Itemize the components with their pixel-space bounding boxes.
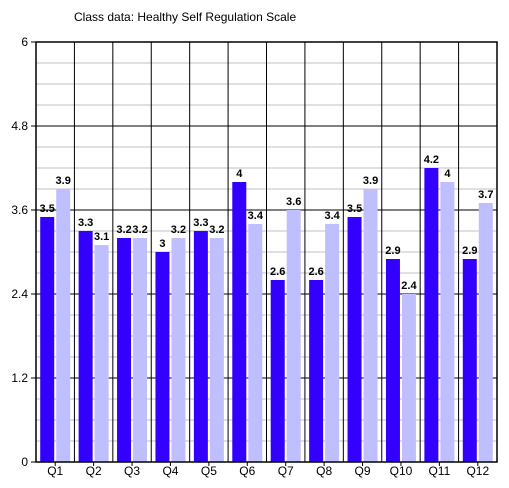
data-label: 3.2 bbox=[132, 224, 147, 236]
chart-title: Class data: Healthy Self Regulation Scal… bbox=[74, 10, 296, 24]
x-tick-label: Q9 bbox=[355, 464, 371, 478]
data-label: 3.5 bbox=[347, 203, 362, 215]
bar-q10-series-2 bbox=[401, 294, 416, 462]
x-tick-label: Q5 bbox=[201, 464, 217, 478]
data-labels: 3.53.93.33.13.2 3.233.23.33.243.42.63.62.… bbox=[40, 154, 494, 292]
data-label: 3.2 bbox=[116, 224, 131, 236]
data-label: 3.2 bbox=[171, 224, 186, 236]
x-tick-label: Q1 bbox=[47, 464, 63, 478]
axes bbox=[31, 41, 498, 466]
data-label: 2.9 bbox=[462, 245, 477, 257]
data-label: 3.2 bbox=[209, 224, 224, 236]
bar-q1-series-1 bbox=[40, 217, 55, 462]
y-tick-label: 2.4 bbox=[11, 287, 28, 301]
x-tick-label: Q10 bbox=[390, 464, 413, 478]
data-label: 3 bbox=[159, 238, 165, 250]
data-label: 3.7 bbox=[478, 189, 493, 201]
bar-q8-series-2 bbox=[325, 224, 340, 462]
bar-q1-series-2 bbox=[56, 189, 71, 462]
data-label: 2.6 bbox=[308, 266, 323, 278]
bar-q2-series-1 bbox=[78, 231, 93, 462]
x-tick-label: Q4 bbox=[162, 464, 178, 478]
data-label: 2.9 bbox=[385, 245, 400, 257]
x-tick-label: Q6 bbox=[239, 464, 255, 478]
bar-q7-series-1 bbox=[270, 280, 285, 462]
bar-q11-series-1 bbox=[424, 168, 439, 462]
data-label: 2.4 bbox=[401, 280, 417, 292]
data-label: 3.4 bbox=[324, 210, 340, 222]
grid bbox=[36, 41, 497, 463]
data-label: 3.5 bbox=[40, 203, 55, 215]
data-label: 4 bbox=[236, 168, 243, 180]
bar-q7-series-2 bbox=[286, 210, 301, 462]
bar-q12-series-1 bbox=[462, 259, 477, 462]
y-tick-label: 0 bbox=[21, 455, 28, 469]
data-label: 4.2 bbox=[424, 154, 439, 166]
bar-q10-series-1 bbox=[385, 259, 400, 462]
y-tick-labels: 0 1.2 2.4 3.6 4.8 6 bbox=[11, 35, 28, 469]
bar-q11-series-2 bbox=[440, 182, 455, 462]
y-tick-label: 6 bbox=[21, 35, 28, 49]
x-tick-label: Q12 bbox=[466, 464, 489, 478]
data-label: 3.4 bbox=[248, 210, 264, 222]
bar-q6-series-1 bbox=[232, 182, 247, 462]
data-label: 3.9 bbox=[363, 175, 378, 187]
x-tick-label: Q2 bbox=[86, 464, 102, 478]
data-label: 3.3 bbox=[193, 217, 208, 229]
x-tick-label: Q7 bbox=[278, 464, 294, 478]
bar-q3-series-1 bbox=[117, 238, 132, 462]
x-tick-label: Q3 bbox=[124, 464, 140, 478]
x-tick-label: Q8 bbox=[316, 464, 332, 478]
data-label: 3.6 bbox=[286, 196, 301, 208]
data-label: 3.9 bbox=[56, 175, 71, 187]
bar-q5-series-1 bbox=[193, 231, 208, 462]
data-label: 3.3 bbox=[78, 217, 93, 229]
bar-q6-series-2 bbox=[248, 224, 263, 462]
y-tick-label: 3.6 bbox=[11, 203, 28, 217]
bar-q9-series-2 bbox=[363, 189, 378, 462]
x-tick-label: Q11 bbox=[428, 464, 450, 478]
bar-q12-series-2 bbox=[478, 203, 493, 462]
data-label: 4 bbox=[444, 168, 451, 180]
y-tick-label: 4.8 bbox=[11, 119, 28, 133]
y-tick-label: 1.2 bbox=[11, 371, 28, 385]
x-tick-labels: Q1 Q2 Q3 Q4 Q5 Q6 Q7 Q8 Q9 Q10 Q11 Q12 bbox=[47, 464, 489, 478]
bar-q5-series-2 bbox=[209, 238, 224, 462]
bar-q9-series-1 bbox=[347, 217, 362, 462]
plot-frame bbox=[35, 41, 498, 463]
bar-q2-series-2 bbox=[94, 245, 109, 462]
bar-q4-series-2 bbox=[171, 238, 186, 462]
bar-q3-series-2 bbox=[133, 238, 148, 462]
data-label: 3.1 bbox=[94, 231, 109, 243]
bar-q4-series-1 bbox=[155, 252, 170, 462]
bar-q8-series-1 bbox=[309, 280, 324, 462]
bars bbox=[40, 168, 493, 462]
data-label: 2.6 bbox=[270, 266, 285, 278]
